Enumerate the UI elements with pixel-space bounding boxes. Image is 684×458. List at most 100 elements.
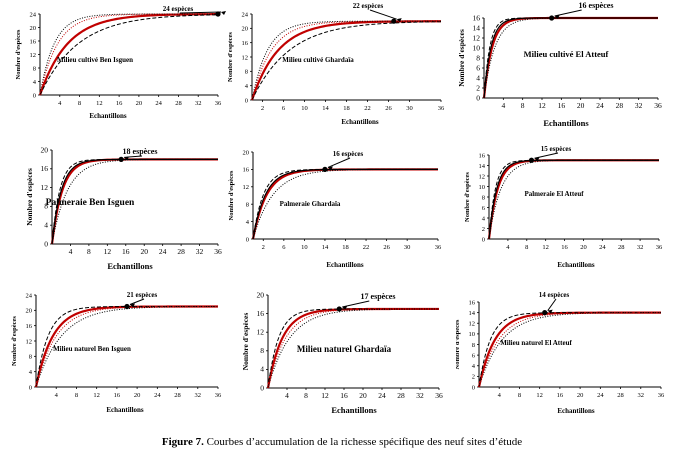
y-tick-label: 0 [33,92,36,99]
annotation-label: 15 espèces [541,145,572,153]
x-tick-label: 4 [501,101,505,110]
x-axis-label: Echantillons [557,407,595,415]
y-tick-label: 4 [29,369,33,376]
y-tick-label: 12 [479,173,486,180]
x-tick-label: 2 [262,244,265,251]
y-tick-label: 0 [245,97,248,104]
annotation-label: 22 espèces [353,2,384,10]
annotation-arrow [547,298,557,311]
plateau-point [336,306,342,312]
y-tick-label: 0 [44,239,48,248]
annotation-arrowhead [342,305,348,310]
y-tick-label: 10 [469,331,476,338]
x-tick-label: 16 [114,392,121,399]
annotation-arrowhead [221,11,226,15]
y-tick-label: 16 [30,38,37,45]
y-tick-label: 2 [482,226,485,233]
y-tick-label: 16 [26,323,33,330]
series-line [483,17,658,99]
y-axis-label: Nombre d'espèces [15,29,22,79]
x-tick-label: 8 [518,392,521,399]
x-tick-label: 26 [385,105,392,112]
x-axis-label: Echantillons [106,406,144,414]
y-tick-label: 20 [242,26,249,33]
y-tick-label: 4 [476,73,480,82]
chart-title: Palmeraie Ghardaïa [280,200,341,208]
x-tick-label: 24 [596,101,604,110]
x-tick-label: 28 [175,100,182,107]
chart-title: Milieu cultivé Ghardaïa [282,56,354,64]
x-axis-label: Echantillons [89,112,127,120]
annotation-arrow [534,152,559,159]
annotation-label: 17 espèces [361,292,396,301]
series-line [478,312,661,388]
x-tick-label: 4 [69,247,73,256]
x-tick-label: 30 [406,105,413,112]
y-tick-label: 6 [472,352,476,359]
y-tick-label: 8 [246,202,249,209]
x-tick-label: 28 [177,247,185,256]
x-tick-label: 20 [580,244,587,251]
x-tick-label: 26 [383,244,390,251]
x-axis-label: Echantillons [326,261,364,269]
series-line [267,308,439,389]
annotation-label: 24 espèces [163,5,194,13]
y-tick-label: 12 [30,52,37,59]
x-tick-label: 12 [321,391,329,400]
series-line [478,312,661,388]
y-tick-label: 24 [26,292,33,299]
x-tick-label: 8 [78,100,81,107]
y-tick-label: 14 [479,163,486,170]
x-tick-label: 24 [597,392,604,399]
annotation-arrow [554,9,582,17]
x-tick-label: 36 [435,244,442,251]
plateau-point [118,156,124,162]
x-tick-label: 36 [438,105,445,112]
y-tick-label: 0 [472,384,475,391]
x-tick-label: 20 [577,101,585,110]
annotation-label: 16 espèces [333,150,364,158]
chart-panel: 0 4 8 12 16 20 24 4 8 12 16 20 24 28 32 36 24 espèces Mil… [0,0,228,140]
y-axis-label: Nombre d'espèces [457,29,466,87]
y-tick-label: 6 [476,63,480,72]
plateau-point [215,11,221,17]
plateau-point [391,18,397,24]
y-tick-label: 16 [242,40,249,47]
x-tick-label: 16 [561,244,568,251]
chart-title: Palmeraie El Atteuf [524,190,584,198]
annotation-arrow [129,298,145,305]
y-tick-label: 14 [469,310,476,317]
y-axis-label: Nombre d'espèces [464,172,471,222]
y-tick-label: 12 [473,33,481,42]
y-tick-label: 16 [473,13,481,22]
x-tick-label: 20 [136,100,143,107]
y-tick-label: 8 [482,194,485,201]
x-tick-label: 8 [525,244,528,251]
chart-panel: 0 2 4 6 8 10 12 14 16 4 8 12 16 20 24 28 32 36 16 espèces M… [456,0,684,140]
series-line [35,306,218,388]
y-axis-label: Nombre d'espèces [228,32,234,82]
x-tick-label: 12 [536,392,543,399]
x-tick-label: 4 [55,392,59,399]
y-tick-label: 2 [476,83,480,92]
x-tick-label: 36 [435,391,443,400]
x-tick-label: 16 [122,247,130,256]
x-tick-label: 16 [558,101,566,110]
annotation-label: 14 espèces [539,291,570,299]
x-tick-label: 36 [215,392,222,399]
x-axis-label: Echantillons [341,118,379,126]
y-tick-label: 4 [245,83,249,90]
y-tick-label: 20 [26,308,33,315]
x-tick-label: 32 [196,247,204,256]
x-tick-label: 8 [87,247,91,256]
figure-caption: Figure 7. Courbes d’accumulation de la r… [0,436,684,448]
x-tick-label: 2 [261,105,264,112]
y-tick-label: 0 [29,384,32,391]
chart-title: Milieu naturel Ghardaïa [297,344,392,354]
x-tick-label: 22 [363,244,370,251]
x-tick-label: 12 [93,392,100,399]
y-tick-label: 8 [245,69,248,76]
x-tick-label: 28 [174,392,181,399]
x-tick-label: 20 [577,392,584,399]
